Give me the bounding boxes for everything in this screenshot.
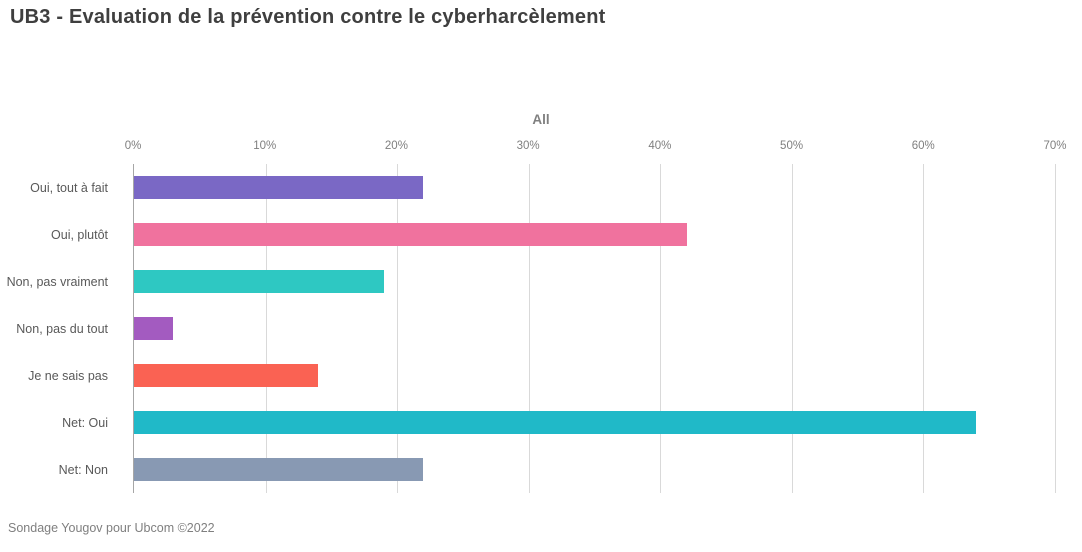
- bar-row: [134, 446, 1055, 493]
- bar-row: [134, 305, 1055, 352]
- category-label: Net: Oui: [62, 415, 108, 430]
- gridline: [791, 164, 793, 493]
- chart-group-label: All: [532, 112, 550, 127]
- plot-area: [133, 164, 1056, 493]
- category-label: Non, pas vraiment: [6, 274, 108, 289]
- x-axis-tick-labels: 0% 10% 20% 30% 40% 50% 60% 70%: [125, 140, 1067, 155]
- bar-row: [134, 352, 1055, 399]
- x-tick-label: 30%: [516, 140, 540, 152]
- bar: [134, 317, 174, 340]
- x-tick-label: 20%: [384, 140, 408, 152]
- bar-row: [134, 399, 1055, 446]
- bar-row: [134, 258, 1055, 305]
- bar: [134, 458, 424, 481]
- gridline: [660, 164, 662, 493]
- bar-row: [134, 211, 1055, 258]
- category-label: Oui, plutôt: [51, 227, 108, 242]
- bar: [134, 223, 687, 246]
- source-note: Sondage Yougov pour Ubcom ©2022: [8, 521, 215, 535]
- x-tick-label: 10%: [253, 140, 277, 152]
- x-tick-label: 0%: [124, 140, 142, 152]
- bar: [134, 364, 319, 387]
- page-title: UB3 - Evaluation de la prévention contre…: [10, 6, 606, 28]
- category-label: Oui, tout à fait: [30, 180, 108, 195]
- x-tick-label: 40%: [648, 140, 672, 152]
- x-tick-label: 50%: [780, 140, 804, 152]
- category-label: Je ne sais pas: [28, 368, 108, 383]
- gridline: [528, 164, 530, 493]
- bar-rows: [134, 164, 1055, 493]
- gridline: [923, 164, 925, 493]
- gridline: [1055, 164, 1056, 493]
- bar: [134, 411, 977, 434]
- category-label: Net: Non: [58, 462, 108, 477]
- x-tick-label: 60%: [911, 140, 935, 152]
- category-labels: Oui, tout à fait Oui, plutôt Non, pas vrai…: [0, 164, 121, 493]
- gridline: [265, 164, 267, 493]
- bar: [134, 176, 424, 199]
- x-tick-label: 70%: [1043, 140, 1067, 152]
- gridline: [397, 164, 399, 493]
- bar-row: [134, 164, 1055, 211]
- bar: [134, 270, 384, 293]
- category-label: Non, pas du tout: [16, 321, 108, 336]
